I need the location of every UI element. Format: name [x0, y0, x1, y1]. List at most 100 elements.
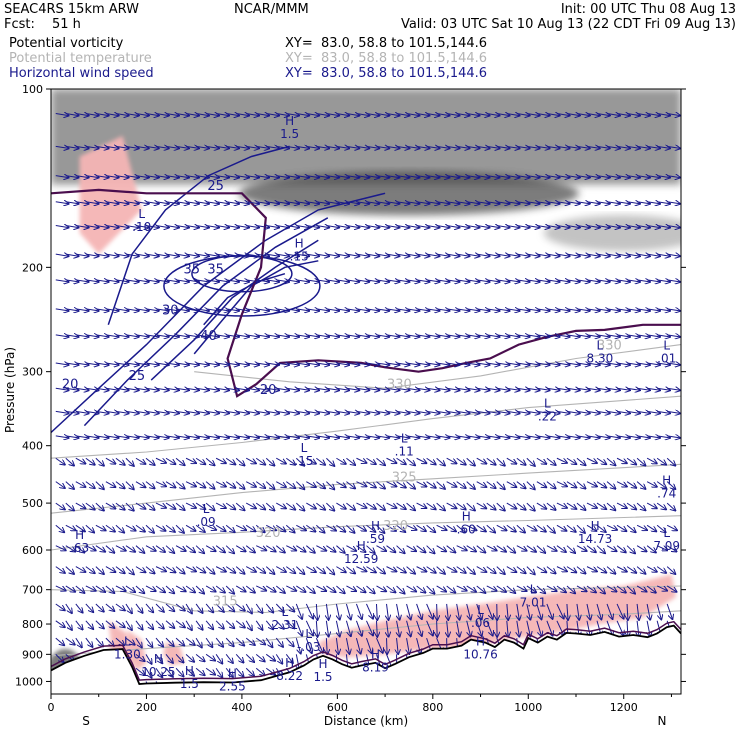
wind-vector-376 — [206, 411, 219, 413]
wind-vector-729 — [346, 585, 356, 591]
wind-vector-54 — [75, 254, 89, 256]
wind-vector-286 — [165, 620, 174, 628]
wind-vector-906 — [426, 254, 440, 256]
wind-vector-659 — [316, 603, 317, 620]
wind-vector-670 — [326, 309, 339, 311]
extremum-type-12: L — [663, 526, 670, 540]
wind-vector-178 — [125, 481, 134, 490]
field-name-wind: Horizontal wind speed — [9, 66, 154, 81]
wind-vector-357 — [195, 545, 204, 554]
wind-vector-1236 — [566, 585, 575, 593]
wind-vector-961 — [446, 481, 457, 487]
wind-vector-799 — [376, 545, 387, 551]
wind-vector-1152 — [536, 176, 550, 178]
wind-vector-50 — [75, 146, 89, 148]
wind-vector-615 — [306, 114, 319, 116]
wind-vector-172 — [125, 335, 139, 337]
wind-vector-770 — [366, 436, 379, 438]
wind-vector-809 — [386, 202, 400, 204]
wind-vector-860 — [406, 280, 420, 282]
wind-vector-1285 — [596, 176, 610, 178]
wind-vector-438 — [225, 654, 233, 663]
wind-vector-10 — [55, 388, 69, 390]
wind-vector-661 — [315, 637, 323, 653]
wind-vector-673 — [326, 388, 339, 390]
x-tick-label-3: 600 — [327, 701, 348, 714]
wind-vector-942 — [436, 566, 445, 574]
wind-vector-611 — [295, 620, 302, 636]
wind-vector-893 — [416, 502, 427, 508]
wind-vector-902 — [426, 146, 440, 148]
wind-vector-576 — [286, 411, 299, 413]
wind-vector-1073 — [496, 457, 505, 465]
wind-vector-1039 — [486, 176, 500, 178]
wind-vector-159 — [115, 566, 125, 574]
wind-vector-1160 — [536, 388, 550, 390]
wind-vector-446 — [236, 280, 249, 282]
wind-vector-899 — [416, 620, 422, 636]
wind-vector-653 — [316, 481, 325, 489]
wind-vector-393 — [216, 202, 229, 204]
wind-vector-1123 — [516, 566, 526, 574]
wind-vector-1366 — [626, 545, 635, 554]
wind-vector-436 — [225, 620, 234, 628]
wind-vector-634 — [306, 585, 314, 593]
wind-vector-83 — [85, 411, 99, 413]
wind-vector-687 — [336, 146, 349, 148]
wind-vector-550 — [276, 388, 289, 390]
wind-vector-910 — [426, 363, 440, 365]
wind-vector-1111 — [516, 280, 530, 282]
wind-vector-187 — [135, 114, 149, 116]
wind-vector-776 — [366, 566, 375, 573]
wind-vector-1200 — [556, 254, 570, 256]
wind-vector-1173 — [546, 114, 560, 116]
wind-vector-737 — [356, 202, 369, 204]
wind-vector-1319 — [606, 481, 615, 489]
wind-vector-322 — [185, 309, 199, 311]
wind-vector-808 — [386, 176, 400, 178]
extremum-value-20: 10.76 — [463, 648, 497, 662]
wind-vector-498 — [256, 335, 269, 337]
wind-vector-1292 — [596, 363, 610, 365]
wind-vector-1118 — [516, 457, 526, 465]
wind-vector-442 — [236, 176, 249, 178]
wind-vector-532 — [265, 545, 275, 552]
wind-vector-51 — [75, 176, 89, 178]
wind-vector-153 — [115, 436, 129, 438]
wind-vector-630 — [306, 502, 316, 508]
wind-vector-29 — [65, 226, 79, 228]
wind-vector-1090 — [506, 309, 520, 311]
wind-vector-981 — [456, 411, 470, 413]
wind-vector-1041 — [486, 226, 500, 228]
wind-vector-430 — [225, 502, 235, 509]
wind-vector-622 — [306, 309, 319, 311]
wind-vector-1289 — [596, 280, 610, 282]
wind-vector-744 — [356, 388, 369, 390]
wind-vector-39 — [65, 481, 74, 489]
wind-vector-266 — [165, 146, 179, 148]
wind-vector-552 — [276, 436, 289, 438]
wind-vector-1203 — [556, 335, 570, 337]
wind-vector-574 — [286, 363, 299, 365]
wind-vector-1207 — [556, 436, 570, 438]
wind-vector-75 — [85, 202, 99, 204]
wind-vector-868 — [406, 481, 415, 489]
wind-vector-1092 — [506, 363, 520, 365]
wind-vector-503 — [255, 457, 265, 464]
y-tick-label-2: 300 — [22, 366, 43, 379]
wind-vector-526 — [266, 411, 279, 413]
wind-vector-474 — [246, 363, 259, 365]
wind-vector-917 — [426, 524, 436, 532]
wind-vector-1281 — [587, 603, 590, 620]
wind-vector-440 — [236, 114, 249, 116]
wind-vector-1150 — [536, 114, 550, 116]
wind-vector-836 — [396, 280, 410, 282]
wind-vector-185 — [125, 620, 132, 630]
wind-vector-1008 — [466, 502, 475, 510]
wind-vector-131 — [105, 457, 116, 463]
wind-vector-1091 — [506, 335, 520, 337]
wind-vector-394 — [216, 226, 229, 228]
wind-vector-248 — [155, 363, 169, 365]
wind-vector-191 — [135, 226, 149, 228]
wind-vector-637 — [305, 637, 311, 653]
